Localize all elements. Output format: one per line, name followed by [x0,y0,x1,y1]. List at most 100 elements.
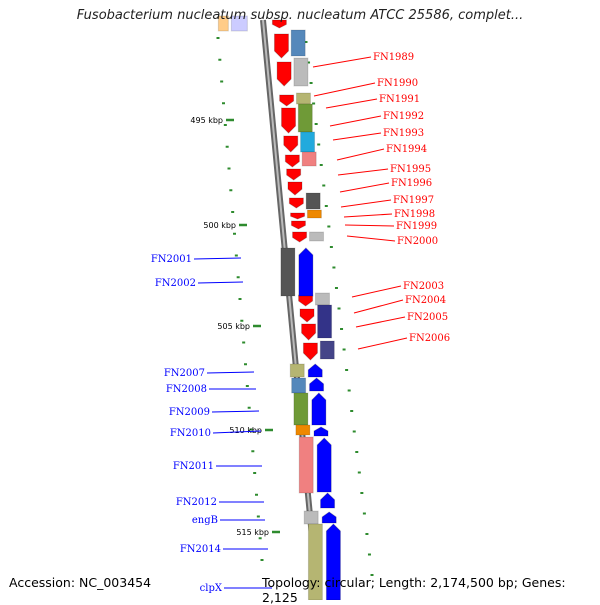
gene-label[interactable]: FN2004 [405,295,446,306]
gene-block[interactable] [290,29,306,57]
gene-block[interactable] [302,342,318,361]
gene-label[interactable]: FN2005 [407,312,448,323]
gene-block[interactable] [298,436,314,494]
gene-label[interactable]: FN1997 [393,195,434,206]
gene-block[interactable] [307,363,323,378]
gene-label[interactable]: FN2014 [180,544,221,555]
gene-block[interactable] [292,231,308,243]
gene-block[interactable] [313,426,329,437]
label-connector [197,281,244,284]
gene-block[interactable] [271,19,287,29]
gene-label[interactable]: FN1989 [373,52,414,63]
gene-block[interactable] [325,523,341,600]
gene-block[interactable] [309,377,325,392]
gene-block[interactable] [287,181,303,196]
tick-label: 495 kbp [190,116,223,125]
gene-block[interactable] [217,15,229,32]
gene-block[interactable] [279,94,295,107]
gene-block[interactable] [298,247,314,297]
label-connector [339,182,390,193]
gene-block[interactable] [290,212,306,220]
label-connector [206,371,255,374]
gene-label[interactable]: FN2002 [155,278,196,289]
label-connector [332,132,382,141]
label-connector [343,213,393,218]
gene-label[interactable]: FN1996 [391,178,432,189]
gene-block[interactable] [293,57,309,87]
gene-block[interactable] [301,323,317,341]
gene-block[interactable] [311,392,327,426]
gene-label[interactable]: FN2001 [151,254,192,265]
gene-label[interactable]: FN2008 [166,384,207,395]
gene-block[interactable] [293,392,309,426]
gene-block[interactable] [290,220,306,230]
gene-block[interactable] [289,363,305,378]
gene-block[interactable] [319,340,335,360]
gene-label[interactable]: clpX [200,583,223,594]
label-connector [353,299,404,314]
gene-block[interactable] [283,135,299,153]
gene-block[interactable] [288,197,304,209]
gene-block[interactable] [303,510,319,525]
label-connector [344,224,395,227]
gene-block[interactable] [230,15,248,32]
label-connector [337,168,389,176]
gene-block[interactable] [295,424,311,436]
gene-label[interactable]: FN2012 [176,497,217,508]
tick-label: 505 kbp [217,322,250,331]
gene-block[interactable] [314,292,330,306]
gene-label[interactable]: FN1993 [383,128,424,139]
gene-block[interactable] [297,103,313,133]
gene-block[interactable] [320,492,336,509]
gene-block[interactable] [273,33,289,59]
gene-block[interactable] [321,511,337,524]
gene-block[interactable] [306,209,322,219]
gene-block[interactable] [291,377,307,394]
label-connector [211,410,260,413]
gene-label[interactable]: FN2003 [403,281,444,292]
gene-label[interactable]: FN2010 [170,428,211,439]
gene-block[interactable] [298,294,314,307]
gene-block[interactable] [276,61,292,87]
gene-block[interactable] [316,437,332,493]
gene-block[interactable] [284,154,300,168]
label-connector [357,337,408,350]
label-connector [325,98,378,109]
gene-block[interactable] [307,523,323,600]
accession-label: Accession: NC_003454 [9,575,152,590]
gene-block[interactable] [300,131,316,153]
gene-label[interactable]: FN1990 [377,78,418,89]
label-connector [312,56,372,68]
gene-block[interactable] [295,92,311,105]
tick-label: 515 kbp [236,528,269,537]
gene-label[interactable]: FN1995 [390,164,431,175]
map-title: Fusobacterium nucleatum subsp. nucleatum… [76,8,524,23]
gene-block[interactable] [286,168,302,181]
gene-block[interactable] [301,151,317,167]
gene-block[interactable] [280,247,296,297]
gene-label[interactable]: FN2011 [173,461,214,472]
gene-block[interactable] [309,231,325,242]
gene-label[interactable]: FN1999 [396,221,437,232]
gene-label[interactable]: FN1992 [383,111,424,122]
gene-block[interactable] [317,304,333,339]
label-connector [336,148,385,161]
gene-label[interactable]: engB [192,515,218,526]
label-connector [212,430,262,434]
gene-label[interactable]: FN2009 [169,407,210,418]
gene-block[interactable] [281,107,297,134]
label-connector [346,235,396,242]
label-connector [351,285,402,298]
gene-label[interactable]: FN1994 [386,144,427,155]
gene-block[interactable] [299,308,315,323]
gene-label[interactable]: FN2007 [164,368,205,379]
tick-label: 510 kbp [229,426,262,435]
gene-block[interactable] [305,192,321,210]
label-connector [355,316,406,328]
gene-label[interactable]: FN1991 [379,94,420,105]
gene-label[interactable]: FN2006 [409,333,450,344]
gene-label[interactable]: FN1998 [394,209,435,220]
gene-label[interactable]: FN2000 [397,236,438,247]
tick-label: 500 kbp [203,221,236,230]
